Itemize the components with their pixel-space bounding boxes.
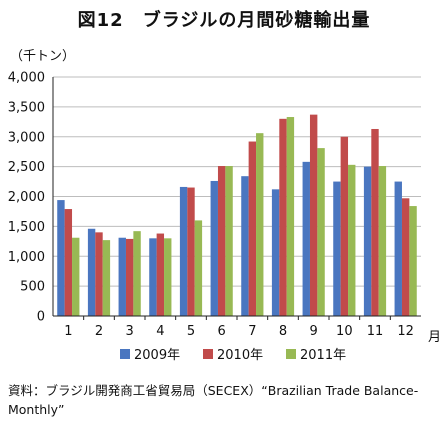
legend-label: 2009年	[134, 348, 180, 363]
legend-label: 2010年	[217, 348, 263, 363]
bar-2009年-1	[57, 200, 65, 316]
source-note: 資料：ブラジル開発商工省貿易局（SECEX）“Brazilian Trade B…	[8, 383, 419, 417]
bar-2010年-6	[217, 166, 226, 316]
bar-2010年-12	[401, 198, 410, 316]
x-tick-label: 6	[218, 324, 226, 339]
bar-2009年-8	[271, 189, 280, 316]
axes	[52, 77, 421, 320]
bar-2010年-1	[64, 209, 73, 316]
x-tick-label: 4	[156, 324, 164, 339]
x-tick-labels: 1 2 3 4 5 6 7 8 9 10 11 12	[64, 324, 414, 339]
bar-2009年-5	[179, 186, 188, 316]
bar-2011年-3	[133, 231, 141, 316]
y-tick-label: 1,000	[8, 250, 45, 265]
y-tick-label: 1,500	[8, 220, 45, 235]
y-axis-unit-label: （千トン）	[10, 49, 76, 64]
bar-2009年-7	[241, 176, 249, 316]
x-axis-unit-label: 月	[428, 330, 441, 345]
bar-2009年-11	[363, 166, 372, 316]
bar-2011年-6	[225, 166, 233, 316]
legend-swatch-2009年	[120, 349, 130, 359]
bar-2011年-12	[409, 206, 417, 316]
x-tick-label: 1	[64, 324, 72, 339]
bar-2010年-9	[309, 114, 318, 316]
bar-2010年-3	[125, 238, 134, 316]
bar-2011年-4	[164, 238, 172, 316]
x-tick-label: 8	[279, 324, 287, 339]
y-tick-label: 2,000	[8, 190, 45, 205]
x-tick-label: 9	[310, 324, 318, 339]
y-tick-labels: 0 500 1,000 1,500 2,000 2,500 3,000 3,500 4,000	[8, 71, 45, 325]
bar-2011年-1	[72, 237, 80, 316]
bar-chart: 05001,0001,5002,0002,5003,0003,5004,000 …	[8, 71, 441, 364]
bar-2011年-5	[194, 220, 203, 316]
bars	[57, 114, 417, 316]
bar-2011年-7	[256, 133, 264, 316]
x-tick-label: 10	[336, 324, 353, 339]
y-tick-label: 500	[20, 280, 45, 295]
bar-2011年-11	[378, 166, 387, 316]
y-tick-label: 3,000	[8, 130, 45, 145]
bar-2011年-2	[102, 240, 111, 316]
y-tick-label: 3,500	[8, 100, 45, 115]
bar-2009年-3	[118, 237, 126, 316]
y-tick-label: 0	[37, 310, 45, 325]
bar-2010年-10	[340, 136, 349, 316]
x-tick-label: 5	[187, 324, 195, 339]
y-tick-label: 2,500	[8, 160, 45, 175]
bar-2009年-4	[149, 238, 157, 316]
legend-swatch-2010年	[203, 349, 213, 359]
legend-swatch-2011年	[286, 349, 296, 359]
bar-2010年-2	[95, 232, 103, 316]
bar-2010年-4	[156, 233, 165, 316]
gridlines	[53, 76, 421, 287]
bar-2011年-10	[348, 164, 356, 316]
bar-2010年-11	[371, 128, 379, 316]
x-tick-label: 3	[126, 324, 134, 339]
bar-2010年-7	[248, 141, 257, 316]
legend: 2009年 2010年 2011年	[120, 348, 346, 363]
bar-2010年-5	[187, 187, 195, 316]
y-tick-label: 4,000	[8, 71, 45, 86]
x-tick-label: 11	[367, 324, 384, 339]
legend-label: 2011年	[300, 348, 346, 363]
bar-2011年-8	[286, 117, 295, 316]
bar-2009年-9	[302, 161, 310, 316]
bar-2009年-6	[210, 180, 218, 316]
x-tick-label: 7	[248, 324, 256, 339]
bar-2011年-9	[317, 148, 325, 316]
x-tick-label: 2	[95, 324, 103, 339]
x-tick-label: 12	[397, 324, 414, 339]
bar-2009年-10	[333, 181, 341, 316]
bar-2010年-8	[279, 118, 287, 316]
bar-2009年-2	[87, 228, 96, 316]
chart-title: 図12 ブラジルの月間砂糖輸出量	[77, 10, 371, 31]
bar-2009年-12	[394, 181, 402, 316]
